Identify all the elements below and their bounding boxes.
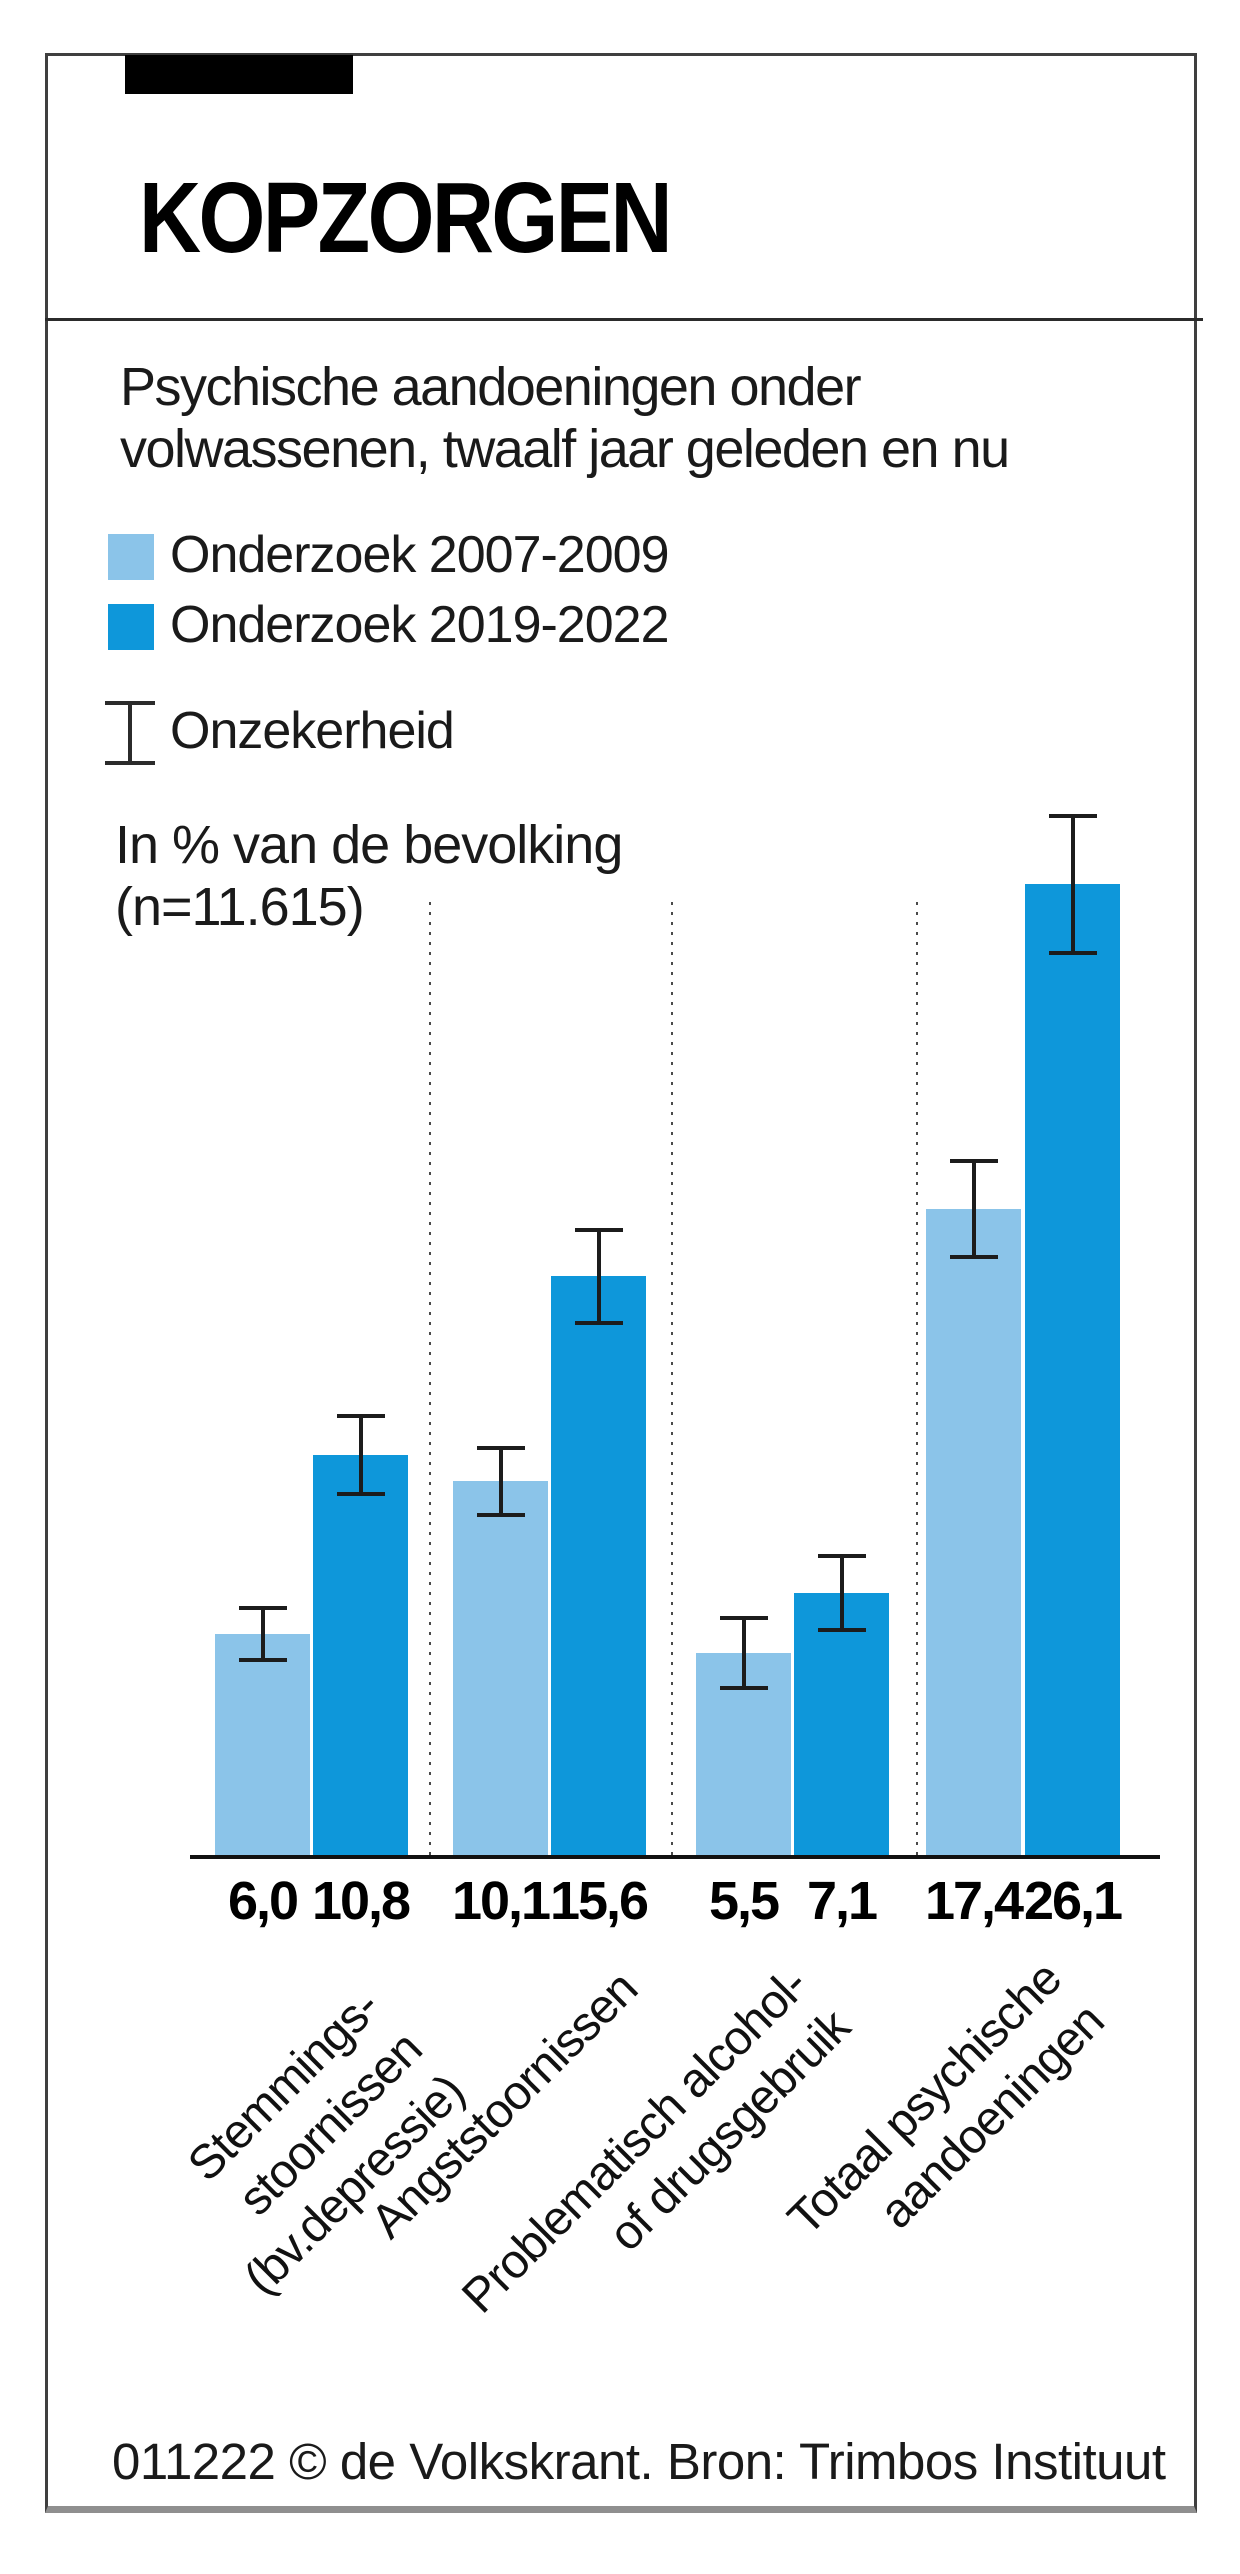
value-label-2019-cat2: 15,6 bbox=[549, 1871, 649, 1931]
value-label-2007-cat4: 17,4 bbox=[924, 1871, 1024, 1931]
bar-2019-cat2 bbox=[551, 1276, 646, 1858]
error-bar-cap-bottom-2007-cat4 bbox=[949, 1255, 998, 1259]
uncertainty-label: Onzekerheid bbox=[170, 702, 455, 760]
category-separator-2 bbox=[671, 902, 673, 1858]
value-label-2019-cat1: 10,8 bbox=[311, 1871, 411, 1931]
value-label-2019-cat4: 26,1 bbox=[1023, 1871, 1123, 1931]
error-bar-cap-top-2019-cat4 bbox=[1048, 814, 1097, 818]
chart-subtitle: Psychische aandoeningen onder volwassene… bbox=[120, 357, 1010, 479]
legend-label-2019: Onderzoek 2019-2022 bbox=[170, 596, 669, 654]
error-bar-cap-bottom-2007-cat2 bbox=[476, 1513, 525, 1517]
bar-2007-cat2 bbox=[453, 1481, 548, 1858]
value-label-2007-cat1: 6,0 bbox=[227, 1871, 299, 1931]
error-bar-cap-bottom-2007-cat1 bbox=[238, 1658, 287, 1662]
error-bar-2019-cat2 bbox=[596, 1228, 601, 1325]
error-bar-cap-top-2019-cat2 bbox=[574, 1228, 623, 1232]
value-label-2007-cat3: 5,5 bbox=[708, 1871, 780, 1931]
bar-2007-cat1 bbox=[215, 1634, 310, 1858]
legend-swatch-2007 bbox=[108, 534, 154, 580]
error-bar-cap-bottom-2019-cat2 bbox=[574, 1321, 623, 1325]
error-bar-2007-cat2 bbox=[498, 1446, 503, 1517]
title-divider bbox=[45, 318, 1203, 321]
bar-2019-cat1 bbox=[313, 1455, 408, 1858]
error-bar-cap-top-2007-cat1 bbox=[238, 1606, 287, 1610]
error-bar-2019-cat3 bbox=[839, 1554, 844, 1632]
error-bar-cap-bottom-2007-cat3 bbox=[719, 1686, 768, 1690]
error-bar-2007-cat1 bbox=[260, 1606, 265, 1662]
legend-label-2007: Onderzoek 2007-2009 bbox=[170, 526, 669, 584]
x-axis-line bbox=[190, 1855, 1160, 1859]
category-separator-1 bbox=[429, 902, 431, 1858]
error-bar-cap-top-2007-cat3 bbox=[719, 1616, 768, 1620]
error-bar-2019-cat4 bbox=[1070, 814, 1075, 955]
brand-tab bbox=[125, 55, 353, 94]
error-bar-cap-top-2019-cat1 bbox=[336, 1414, 385, 1418]
error-bar-cap-top-2007-cat4 bbox=[949, 1159, 998, 1163]
error-bar-2019-cat1 bbox=[358, 1414, 363, 1496]
error-bar-cap-top-2007-cat2 bbox=[476, 1446, 525, 1450]
error-bar-2007-cat3 bbox=[741, 1616, 746, 1690]
value-label-2007-cat2: 10,1 bbox=[451, 1871, 551, 1931]
value-label-2019-cat3: 7,1 bbox=[806, 1871, 878, 1931]
bar-2019-cat3 bbox=[794, 1593, 889, 1858]
source-credit: 011222 © de Volkskrant. Bron: Trimbos In… bbox=[112, 2433, 1166, 2490]
bar-2007-cat4 bbox=[926, 1209, 1021, 1858]
bar-2019-cat4 bbox=[1025, 884, 1120, 1858]
error-bar-cap-top-2019-cat3 bbox=[817, 1554, 866, 1558]
error-bar-cap-bottom-2019-cat3 bbox=[817, 1628, 866, 1632]
category-separator-3 bbox=[916, 902, 918, 1858]
error-bar-2007-cat4 bbox=[971, 1159, 976, 1259]
error-bar-cap-bottom-2019-cat1 bbox=[336, 1492, 385, 1496]
error-bar-cap-bottom-2019-cat4 bbox=[1048, 951, 1097, 955]
axis-unit-note: In % van de bevolking (n=11.615) bbox=[115, 815, 623, 937]
page-title: KOPZORGEN bbox=[139, 162, 673, 274]
legend-swatch-2019 bbox=[108, 604, 154, 650]
